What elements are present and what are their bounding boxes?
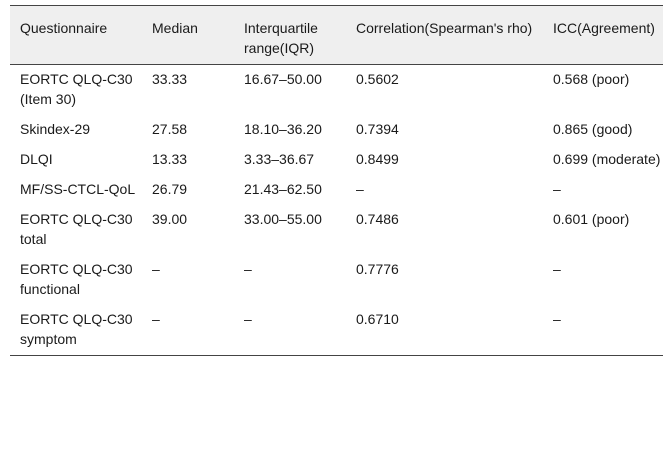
cell-median: 13.33 xyxy=(152,151,188,167)
table-body: EORTC QLQ-C30 (Item 30) 33.33 16.67–50.0… xyxy=(10,65,663,356)
cell-correlation: 0.7776 xyxy=(356,261,399,277)
cell-median: 39.00 xyxy=(152,211,188,227)
cell-iqr: 16.67–50.00 xyxy=(244,71,322,87)
cell-questionnaire: Skindex-29 xyxy=(20,121,91,137)
cell-median: – xyxy=(152,261,160,277)
cell-icc: – xyxy=(553,311,561,327)
table-row: EORTC QLQ-C30 (Item 30) 33.33 16.67–50.0… xyxy=(10,65,663,116)
cell-icc: – xyxy=(553,181,561,197)
cell-questionnaire: EORTC QLQ-C30 functional xyxy=(20,261,133,297)
cell-median: 26.79 xyxy=(152,181,188,197)
cell-questionnaire: EORTC QLQ-C30 total xyxy=(20,211,133,247)
cell-correlation: 0.7394 xyxy=(356,121,399,137)
header-median: Median xyxy=(152,20,198,36)
cell-correlation: 0.6710 xyxy=(356,311,399,327)
cell-icc: 0.568 (poor) xyxy=(553,71,630,87)
cell-iqr: 33.00–55.00 xyxy=(244,211,322,227)
cell-iqr: – xyxy=(244,261,252,277)
table-row: Skindex-29 27.58 18.10–36.20 0.7394 0.86… xyxy=(10,115,663,145)
cell-iqr: 18.10–36.20 xyxy=(244,121,322,137)
cell-icc: – xyxy=(553,261,561,277)
header-questionnaire: Questionnaire xyxy=(20,20,108,36)
cell-correlation: 0.8499 xyxy=(356,151,399,167)
table-row: MF/SS-CTCL-QoL 26.79 21.43–62.50 – – xyxy=(10,175,663,205)
cell-correlation: – xyxy=(356,181,364,197)
results-table: Questionnaire Median Interquartile range… xyxy=(10,5,663,356)
cell-correlation: 0.5602 xyxy=(356,71,399,87)
cell-iqr: 3.33–36.67 xyxy=(244,151,315,167)
table-header: Questionnaire Median Interquartile range… xyxy=(10,5,663,65)
cell-icc: 0.865 (good) xyxy=(553,121,633,137)
header-row: Questionnaire Median Interquartile range… xyxy=(10,5,663,65)
cell-questionnaire: MF/SS-CTCL-QoL xyxy=(20,181,136,197)
table-row: DLQI 13.33 3.33–36.67 0.8499 0.699 (mode… xyxy=(10,145,663,175)
results-table-container: Questionnaire Median Interquartile range… xyxy=(10,5,663,356)
cell-questionnaire: EORTC QLQ-C30 (Item 30) xyxy=(20,71,133,107)
table-row: EORTC QLQ-C30 total 39.00 33.00–55.00 0.… xyxy=(10,205,663,255)
cell-questionnaire: DLQI xyxy=(20,151,53,167)
cell-median: – xyxy=(152,311,160,327)
table-row: EORTC QLQ-C30 functional – – 0.7776 – xyxy=(10,255,663,305)
cell-questionnaire: EORTC QLQ-C30 symptom xyxy=(20,311,133,347)
header-correlation: Correlation(Spearman's rho) xyxy=(356,20,533,36)
header-iqr: Interquartile range(IQR) xyxy=(244,20,318,56)
cell-icc: 0.699 (moderate) xyxy=(553,151,661,167)
cell-iqr: – xyxy=(244,311,252,327)
header-icc: ICC(Agreement) xyxy=(553,20,655,36)
cell-icc: 0.601 (poor) xyxy=(553,211,630,227)
cell-median: 27.58 xyxy=(152,121,188,137)
cell-iqr: 21.43–62.50 xyxy=(244,181,322,197)
table-row: EORTC QLQ-C30 symptom – – 0.6710 – xyxy=(10,305,663,356)
cell-correlation: 0.7486 xyxy=(356,211,399,227)
cell-median: 33.33 xyxy=(152,71,188,87)
